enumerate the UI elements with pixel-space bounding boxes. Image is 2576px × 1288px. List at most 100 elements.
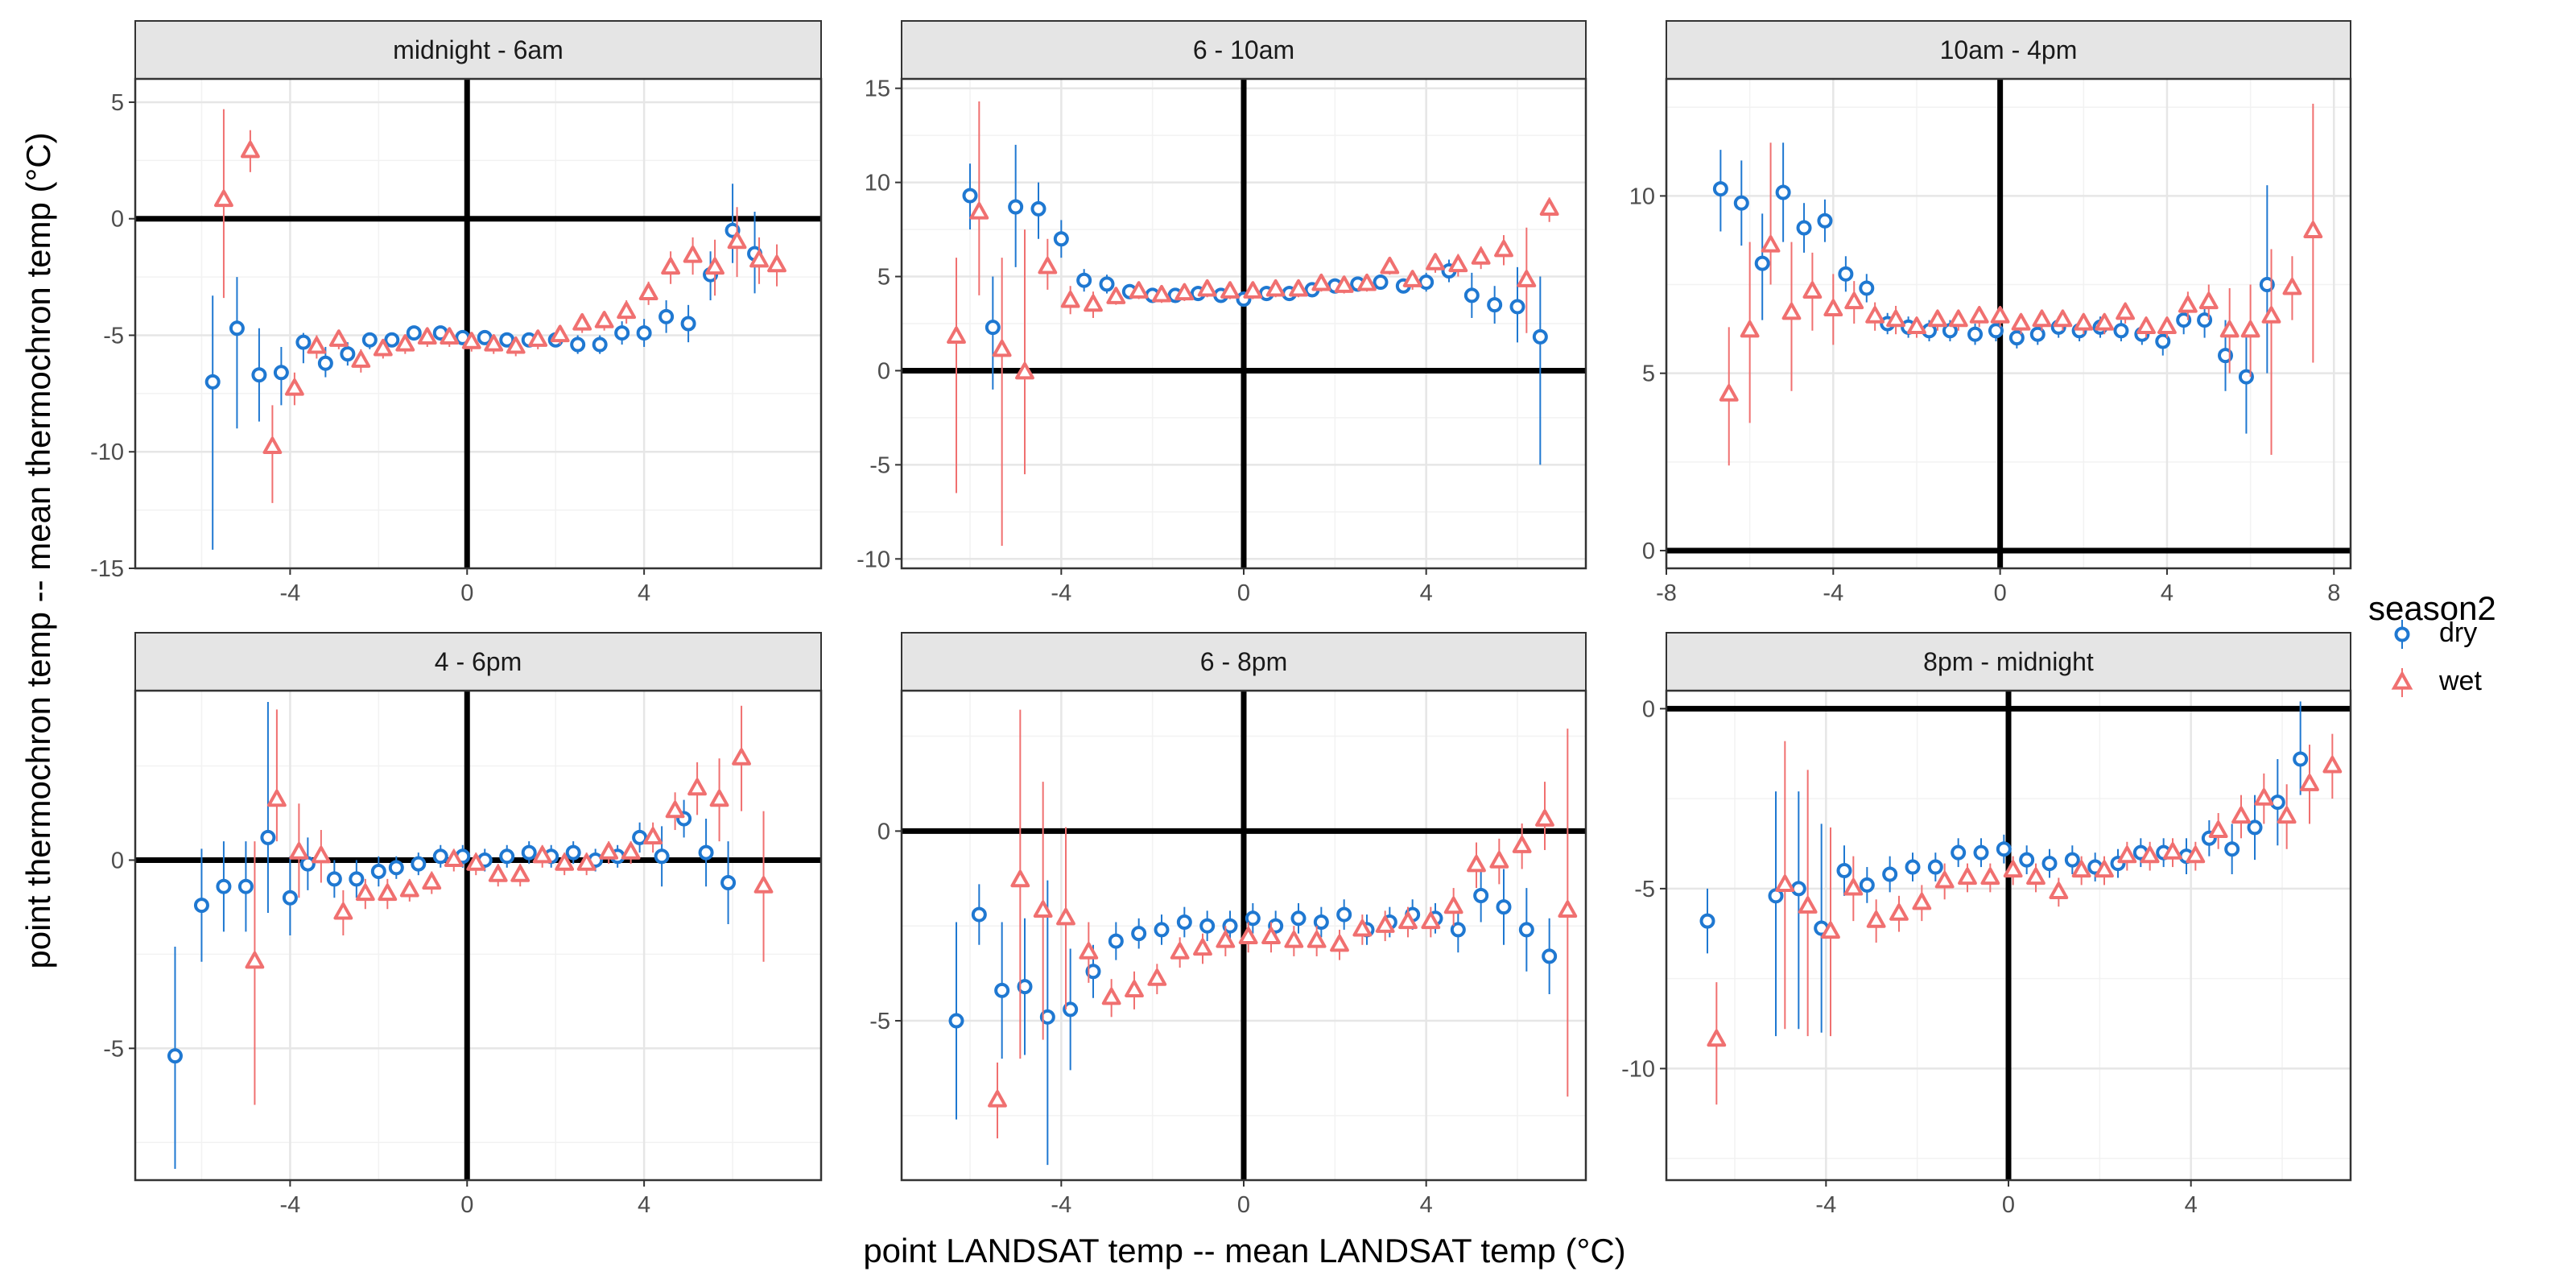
- data-point-wet: [355, 883, 375, 902]
- data-point-wet: [947, 326, 966, 344]
- data-point-wet: [2095, 313, 2115, 331]
- data-point-wet: [550, 324, 570, 343]
- data-point-wet: [1152, 284, 1171, 303]
- data-point-wet: [687, 778, 707, 796]
- data-point-wet: [1106, 287, 1126, 304]
- data-point-dry: [1076, 272, 1092, 288]
- data-point-dry: [2238, 369, 2254, 385]
- data-point-dry: [1008, 199, 1024, 215]
- data-point-wet: [1170, 942, 1190, 960]
- data-point-wet: [1907, 316, 1926, 335]
- data-point-wet: [1193, 938, 1212, 956]
- data-point-dry: [349, 871, 365, 887]
- y-tick-label: 10: [1629, 184, 1655, 209]
- facet-strip: [1666, 20, 2351, 80]
- y-tick-label: 15: [865, 76, 890, 102]
- x-tick-label: 0: [1237, 1192, 1250, 1218]
- data-point-wet: [2136, 316, 2156, 335]
- data-point-dry: [216, 878, 232, 894]
- data-point-wet: [1719, 384, 1739, 402]
- x-tick-label: 4: [1420, 580, 1433, 606]
- data-point-wet: [2053, 309, 2073, 328]
- data-point-wet: [1535, 809, 1554, 827]
- x-tick-label: 4: [638, 1192, 650, 1218]
- data-point-wet: [1512, 836, 1532, 853]
- data-point-dry: [2218, 348, 2234, 364]
- x-tick-label: 8: [2327, 580, 2340, 606]
- data-point-dry: [1790, 881, 1806, 897]
- y-tick-label: -5: [103, 323, 124, 349]
- data-point-wet: [1775, 874, 1795, 893]
- data-point-dry: [1967, 326, 1984, 342]
- data-point-wet: [1265, 279, 1286, 297]
- data-point-dry: [1836, 863, 1852, 879]
- data-point-dry: [521, 844, 537, 861]
- data-point-dry: [632, 829, 648, 845]
- data-point-dry: [636, 325, 652, 341]
- facet-title: midnight - 6am: [393, 35, 564, 64]
- data-point-dry: [1463, 287, 1480, 303]
- y-tick-label: 0: [111, 207, 124, 233]
- data-point-wet: [284, 378, 304, 396]
- data-point-wet: [683, 246, 703, 263]
- data-point-wet: [1056, 907, 1075, 926]
- data-point-dry: [2247, 819, 2263, 836]
- data-point-wet: [1781, 302, 1802, 320]
- data-point-dry: [499, 848, 515, 865]
- facet-title: 4 - 6pm: [435, 647, 522, 676]
- data-point-wet: [1079, 942, 1099, 960]
- data-point-wet: [1448, 254, 1468, 273]
- data-point-wet: [2231, 806, 2251, 824]
- data-point-wet: [665, 800, 685, 819]
- data-point-wet: [2157, 316, 2177, 335]
- data-point-dry: [1927, 859, 1943, 875]
- data-point-wet: [1958, 867, 1977, 886]
- facet-panel: 4 - 6pm -4 0 4 0 -5: [103, 632, 823, 1218]
- data-point-wet: [1284, 931, 1304, 948]
- panel-border: [1665, 689, 2352, 1182]
- data-point-wet: [466, 853, 486, 871]
- data-point-wet: [395, 334, 415, 352]
- legend-key-dry: [2394, 626, 2410, 642]
- data-point-wet: [1927, 309, 1947, 328]
- data-point-dry: [1518, 922, 1534, 938]
- data-point-wet: [732, 748, 751, 766]
- data-point-wet: [661, 257, 681, 275]
- y-tick-label: -15: [90, 556, 124, 582]
- data-point-wet: [2116, 302, 2136, 320]
- series-wet: [214, 109, 786, 503]
- data-point-wet: [1843, 877, 1864, 896]
- data-point-wet: [528, 329, 548, 347]
- data-point-wet: [2026, 867, 2046, 886]
- facet-strip: [901, 632, 1587, 691]
- data-point-dry: [340, 346, 356, 362]
- data-point-wet: [2303, 221, 2323, 239]
- data-point-wet: [2186, 845, 2206, 864]
- data-point-dry: [2019, 852, 2035, 868]
- data-point-wet: [1238, 927, 1258, 944]
- data-point-dry: [2155, 333, 2171, 349]
- panel-border: [1665, 77, 2352, 570]
- data-point-wet: [1821, 921, 1840, 939]
- data-point-dry: [167, 1048, 183, 1064]
- data-point-wet: [1375, 915, 1395, 933]
- data-point-dry: [251, 367, 267, 383]
- facet-panel: 6 - 8pm -4 0 4 0 -5: [869, 632, 1587, 1218]
- data-point-wet: [422, 872, 442, 890]
- data-point-wet: [709, 789, 729, 807]
- data-point-wet: [245, 951, 265, 969]
- data-point-wet: [2219, 320, 2240, 338]
- data-point-dry: [1199, 918, 1216, 934]
- data-point-wet: [214, 189, 233, 208]
- data-point-dry: [260, 829, 276, 845]
- data-point-wet: [506, 336, 526, 354]
- data-point-wet: [2322, 755, 2343, 774]
- data-point-dry: [2064, 852, 2080, 868]
- x-tick-label: 4: [2185, 1192, 2198, 1218]
- y-tick-label: -5: [1634, 877, 1655, 902]
- data-point-wet: [2208, 820, 2228, 838]
- data-point-dry: [2176, 312, 2192, 328]
- data-point-wet: [1311, 273, 1331, 291]
- data-point-dry: [720, 875, 737, 891]
- y-tick-label: -10: [90, 440, 124, 465]
